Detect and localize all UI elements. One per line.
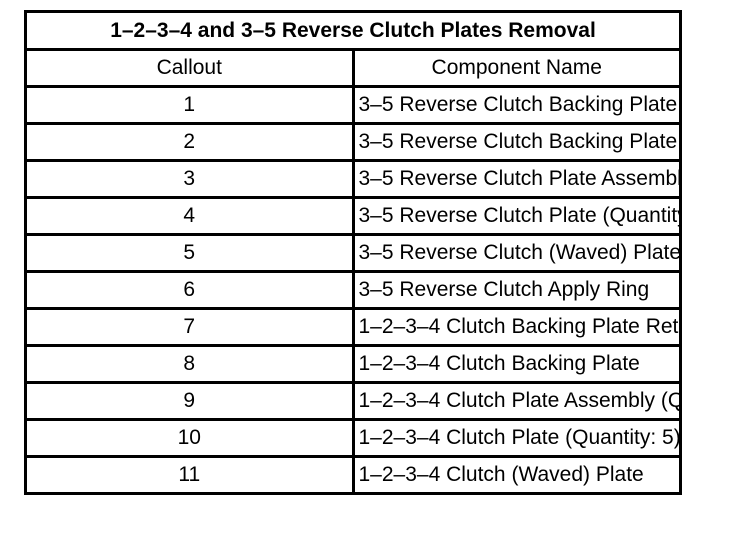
table-row: 8 1–2–3–4 Clutch Backing Plate [24,344,682,384]
component-name-cell: 1–2–3–4 Clutch Backing Plate Retaining R… [351,307,682,347]
component-name-cell: 3–5 Reverse Clutch Backing Plate [351,122,682,162]
callout-cell: 9 [24,381,355,421]
table-row: 2 3–5 Reverse Clutch Backing Plate [24,122,682,162]
callout-cell: 11 [24,455,355,495]
callout-header: Callout [24,48,355,88]
parts-table: 1–2–3–4 and 3–5 Reverse Clutch Plates Re… [24,10,682,495]
header-row: Callout Component Name [24,48,682,88]
table-row: 5 3–5 Reverse Clutch (Waved) Plate [24,233,682,273]
callout-cell: 6 [24,270,355,310]
callout-cell: 3 [24,159,355,199]
callout-cell: 4 [24,196,355,236]
table-row: 7 1–2–3–4 Clutch Backing Plate Retaining… [24,307,682,347]
table-row: 6 3–5 Reverse Clutch Apply Ring [24,270,682,310]
callout-cell: 8 [24,344,355,384]
table-title: 1–2–3–4 and 3–5 Reverse Clutch Plates Re… [24,10,682,51]
table-row: 1 3–5 Reverse Clutch Backing Plate Retai… [24,85,682,125]
callout-cell: 7 [24,307,355,347]
component-name-cell: 1–2–3–4 Clutch (Waved) Plate [351,455,682,495]
callout-cell: 5 [24,233,355,273]
table-row: 9 1–2–3–4 Clutch Plate Assembly (Quantit… [24,381,682,421]
component-name-cell: 3–5 Reverse Clutch Backing Plate Retaini… [351,85,682,125]
table-row: 4 3–5 Reverse Clutch Plate (Quantity: 4) [24,196,682,236]
callout-cell: 10 [24,418,355,458]
component-name-cell: 1–2–3–4 Clutch Backing Plate [351,344,682,384]
component-name-cell: 1–2–3–4 Clutch Plate Assembly (Quantity:… [351,381,682,421]
table-row: 3 3–5 Reverse Clutch Plate Assembly (Qua… [24,159,682,199]
component-name-cell: 3–5 Reverse Clutch Apply Ring [351,270,682,310]
table-row: 11 1–2–3–4 Clutch (Waved) Plate [24,455,682,495]
component-name-cell: 1–2–3–4 Clutch Plate (Quantity: 5) [351,418,682,458]
component-name-header: Component Name [351,48,682,88]
callout-cell: 2 [24,122,355,162]
component-name-cell: 3–5 Reverse Clutch (Waved) Plate [351,233,682,273]
component-name-cell: 3–5 Reverse Clutch Plate Assembly (Quant… [351,159,682,199]
table-row: 10 1–2–3–4 Clutch Plate (Quantity: 5) [24,418,682,458]
component-name-cell: 3–5 Reverse Clutch Plate (Quantity: 4) [351,196,682,236]
callout-cell: 1 [24,85,355,125]
title-row: 1–2–3–4 and 3–5 Reverse Clutch Plates Re… [24,10,682,51]
